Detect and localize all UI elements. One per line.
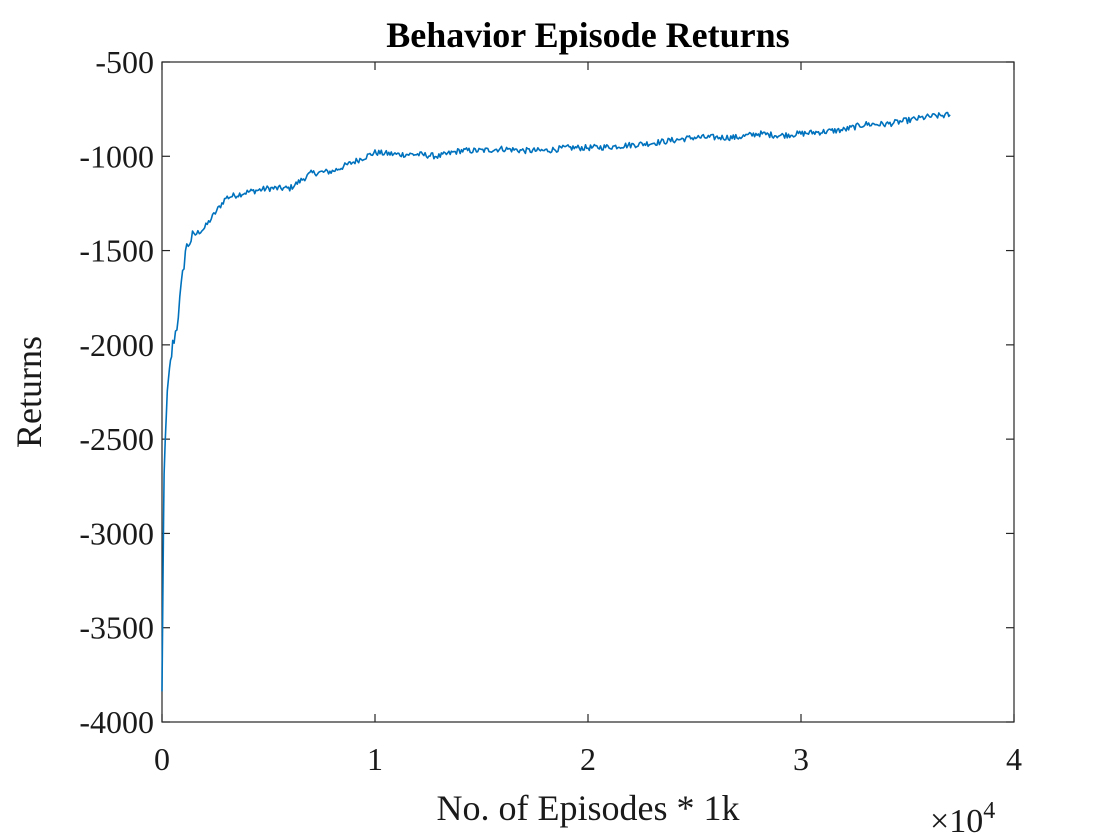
y-tick-label: -1000 [79,138,154,174]
y-tick-label: -2000 [79,327,154,363]
x-axis-exponent: ×104 [930,798,995,840]
plot-area [161,61,1015,723]
y-axis-label: Returns [9,336,49,448]
y-tick-label: -500 [95,44,154,80]
x-exponent-times: × [930,803,949,840]
x-axis-label: No. of Episodes * 1k [437,788,740,828]
x-tick-label: 3 [793,741,809,777]
x-exponent-power: 4 [983,798,995,824]
x-exponent-base: 10 [949,803,983,840]
x-tick-label: 1 [367,741,383,777]
y-tick-label: -4000 [79,704,154,740]
series-layer [161,111,951,692]
x-axis: 0 1 2 3 4 [154,62,1022,777]
y-axis: -4000 -3500 -3000 -2500 -2000 -1500 -1000 -500 [79,44,1014,740]
x-tick-label: 0 [154,741,170,777]
chart-title: Behavior Episode Returns [386,15,789,55]
y-tick-label: -3500 [79,610,154,646]
x-tick-label: 2 [580,741,596,777]
y-tick-label: -2500 [79,421,154,457]
x-tick-label: 4 [1006,741,1022,777]
y-tick-label: -1500 [79,233,154,269]
y-tick-label: -3000 [79,515,154,551]
series-line [161,111,951,692]
